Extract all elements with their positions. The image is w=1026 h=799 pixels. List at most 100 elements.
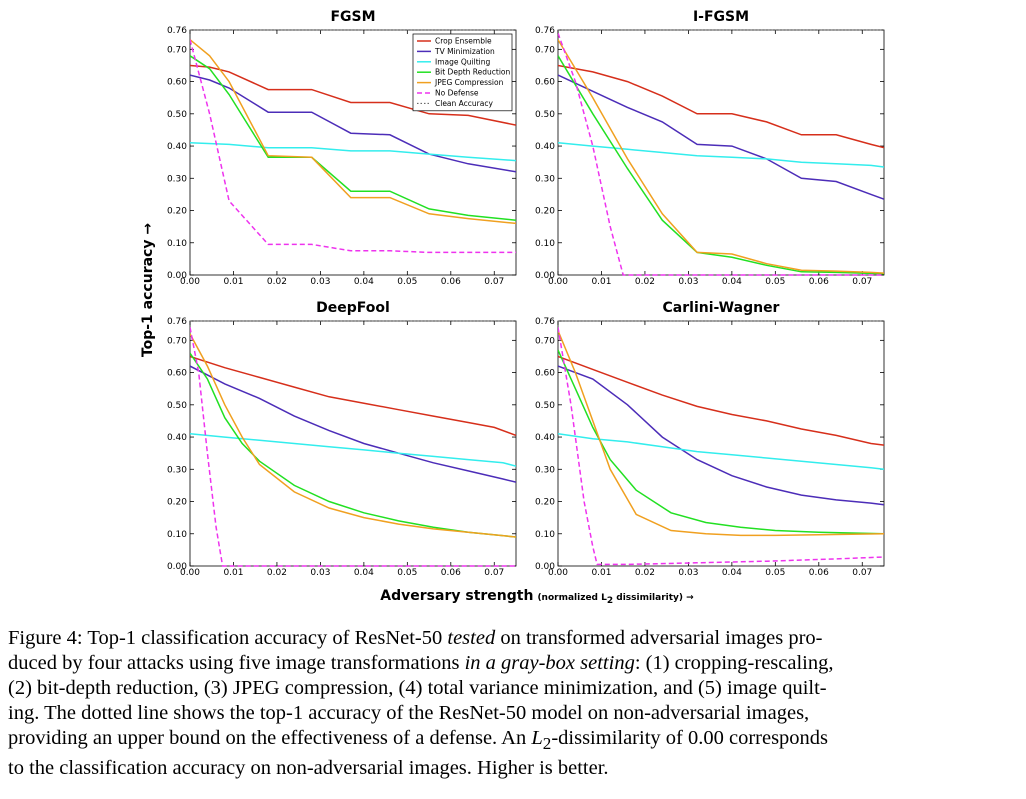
- legend-label: Image Quilting: [435, 57, 490, 66]
- y-tick-label: 0.20: [167, 207, 187, 217]
- series-line-bit-depth-reduction: [558, 349, 884, 535]
- x-tick-label: 0.06: [809, 277, 829, 287]
- y-tick-label: 0.40: [535, 433, 555, 443]
- y-tick-label: 0.50: [535, 110, 555, 120]
- x-tick-label: 0.02: [267, 568, 287, 578]
- series-line-no-defense: [190, 39, 516, 254]
- x-tick-label: 0.05: [397, 568, 417, 578]
- figure-chart: FGSM 0.00 0.10 0.20 0.30 0.40 0.50 0.60 0.70 0.76…: [140, 9, 885, 606]
- x-tick-label: 0.07: [484, 277, 504, 287]
- legend-label: Crop Ensemble: [435, 37, 492, 46]
- x-tick-label: 0.06: [441, 568, 461, 578]
- series-line-jpeg-compression: [558, 330, 884, 537]
- legend-label: No Defense: [435, 89, 479, 98]
- y-tick-label: 0.50: [535, 401, 555, 411]
- series-line-bit-depth-reduction: [190, 352, 516, 538]
- x-tick-label: 0.03: [310, 568, 330, 578]
- y-tick-label: 0.60: [535, 369, 555, 379]
- x-tick-label: 0.04: [722, 277, 742, 287]
- y-tick-label: 0.30: [167, 465, 187, 475]
- panel-fgsm: FGSM 0.00 0.10 0.20 0.30 0.40 0.50 0.60 0.70 0.76…: [167, 9, 517, 287]
- y-tick-label: 0.50: [167, 401, 187, 411]
- series-line-tv-minimization: [558, 365, 884, 506]
- y-tick-label: 0.00: [167, 271, 187, 281]
- y-tick-label: 0.10: [167, 530, 187, 540]
- caption-line-6: to the classification accuracy on non-ad…: [8, 757, 609, 780]
- x-tick-label: 0.03: [678, 277, 698, 287]
- panel-title: DeepFool: [316, 300, 390, 316]
- x-tick-label: 0.03: [310, 277, 330, 287]
- y-tick-label: 0.70: [167, 45, 187, 55]
- y-tick-label: 0.20: [535, 498, 555, 508]
- y-tick-label: 0.40: [167, 142, 187, 152]
- series-line-no-defense: [190, 327, 516, 567]
- series-line-jpeg-compression: [190, 333, 516, 538]
- caption-line-1: Figure 4: Top-1 classification accuracy …: [8, 627, 823, 649]
- series-line-crop-ensemble: [190, 355, 516, 437]
- series-line-no-defense: [558, 32, 884, 276]
- y-tick-label: 0.70: [167, 336, 187, 346]
- y-tick-label: 0.40: [167, 433, 187, 443]
- series-line-tv-minimization: [190, 74, 516, 173]
- x-axis-label: Adversary strength (normalized L2 dissimi…: [380, 588, 694, 606]
- x-tick-label: 0.03: [678, 568, 698, 578]
- y-tick-label: 0.10: [167, 239, 187, 249]
- x-tick-label: 0.07: [852, 277, 872, 287]
- plot-frame: [189, 29, 517, 276]
- y-tick-label: 0.70: [535, 45, 555, 55]
- x-axis-label-main: Adversary strength: [380, 588, 533, 604]
- series-line-image-quilting: [190, 433, 516, 467]
- y-tick-label: 0.76: [535, 26, 555, 36]
- x-tick-label: 0.02: [267, 277, 287, 287]
- series-line-bit-depth-reduction: [558, 55, 884, 275]
- y-tick-label: 0.10: [535, 530, 555, 540]
- y-tick-label: 0.76: [167, 317, 187, 327]
- series-line-jpeg-compression: [558, 39, 884, 274]
- caption-line-4: ing. The dotted line shows the top-1 acc…: [8, 702, 810, 724]
- series-line-image-quilting: [190, 142, 516, 162]
- y-tick-label: 0.20: [167, 498, 187, 508]
- y-tick-label: 0.00: [535, 271, 555, 281]
- x-tick-label: 0.00: [180, 568, 200, 578]
- y-tick-label: 0.30: [535, 465, 555, 475]
- panel-i-fgsm: I-FGSM 0.00 0.10 0.20 0.30 0.40 0.50 0.60 0.70 0.…: [535, 9, 885, 287]
- figure-caption: Figure 4: Top-1 classification accuracy …: [8, 626, 1018, 781]
- y-tick-label: 0.30: [535, 174, 555, 184]
- plot-frame: [557, 29, 885, 276]
- y-tick-label: 0.10: [535, 239, 555, 249]
- x-tick-label: 0.02: [635, 277, 655, 287]
- x-axis-label-sub2: dissimilarity) →: [613, 593, 694, 603]
- legend-label: JPEG Compression: [434, 78, 504, 87]
- series-line-bit-depth-reduction: [190, 55, 516, 221]
- y-axis-label: Top-1 accuracy →: [140, 223, 156, 357]
- panel-title: FGSM: [330, 9, 375, 25]
- x-tick-label: 0.01: [223, 277, 243, 287]
- x-tick-label: 0.05: [765, 277, 785, 287]
- caption-line-5: providing an upper bound on the effectiv…: [8, 727, 829, 754]
- caption-line-3: (2) bit-depth reduction, (3) JPEG compre…: [8, 677, 827, 699]
- x-tick-label: 0.01: [591, 568, 611, 578]
- x-tick-label: 0.00: [548, 277, 568, 287]
- panel-title: I-FGSM: [693, 9, 749, 25]
- series-line-image-quilting: [558, 433, 884, 471]
- series-line-crop-ensemble: [558, 64, 884, 149]
- series-line-tv-minimization: [558, 74, 884, 200]
- y-tick-label: 0.70: [535, 336, 555, 346]
- x-tick-label: 0.00: [548, 568, 568, 578]
- x-tick-label: 0.06: [441, 277, 461, 287]
- x-axis-label-subscript: 2: [607, 596, 613, 606]
- legend-label: TV Minimization: [434, 47, 495, 56]
- plot-frame: [557, 320, 885, 567]
- x-tick-label: 0.02: [635, 568, 655, 578]
- x-axis-label-sub: (normalized L: [537, 593, 607, 603]
- caption-line-2: duced by four attacks using five image t…: [8, 652, 834, 674]
- x-tick-label: 0.06: [809, 568, 829, 578]
- x-tick-label: 0.05: [765, 568, 785, 578]
- x-tick-label: 0.07: [484, 568, 504, 578]
- y-tick-label: 0.76: [167, 26, 187, 36]
- y-tick-label: 0.50: [167, 110, 187, 120]
- series-line-crop-ensemble: [558, 355, 884, 446]
- y-tick-label: 0.60: [167, 369, 187, 379]
- x-tick-label: 0.01: [591, 277, 611, 287]
